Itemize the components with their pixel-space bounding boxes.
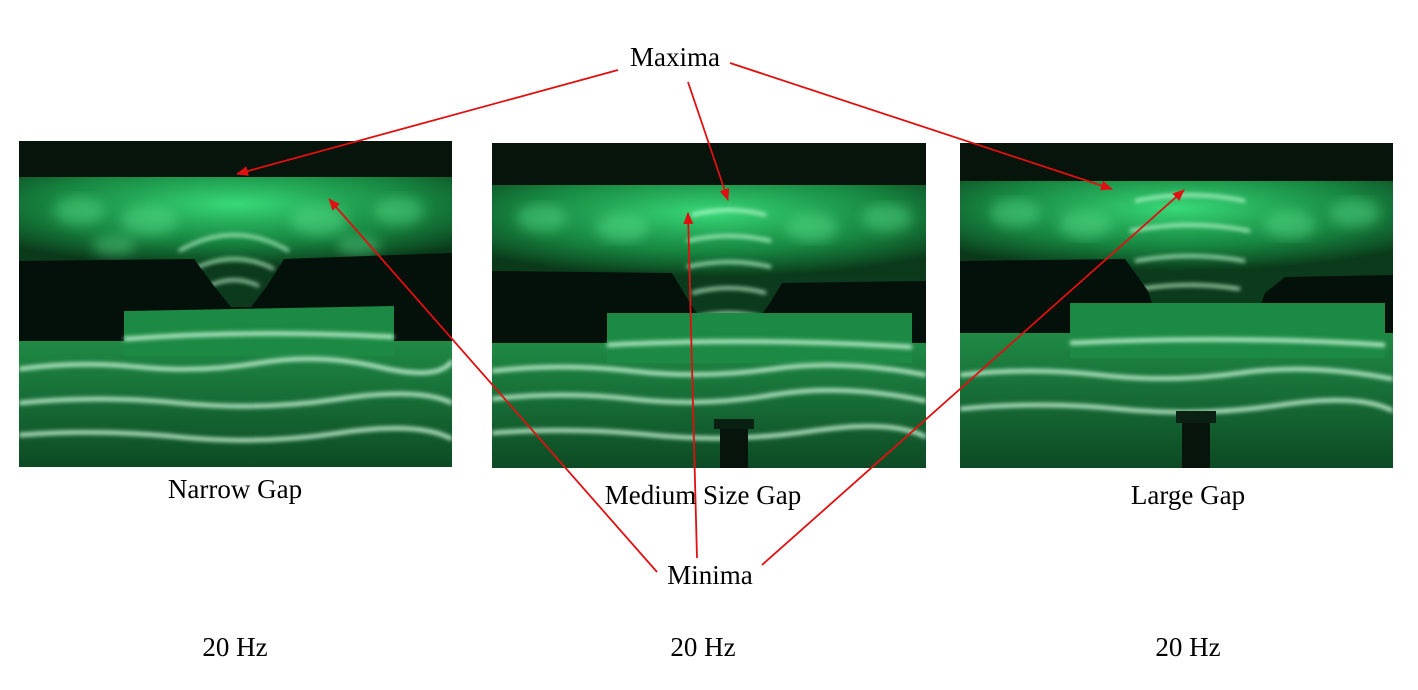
minima-label: Minima — [667, 560, 753, 590]
frequency-large-gap: 20 Hz — [1155, 632, 1221, 662]
frequency-medium-gap: 20 Hz — [670, 632, 736, 662]
photo-large-gap — [960, 143, 1393, 468]
frequency-narrow-gap: 20 Hz — [202, 632, 268, 662]
caption-medium-gap: Medium Size Gap — [604, 480, 802, 510]
maxima-label: Maxima — [630, 42, 720, 72]
caption-large-gap: Large Gap — [1130, 480, 1246, 510]
photo-medium-gap — [492, 143, 926, 468]
photo-narrow-gap — [19, 141, 452, 467]
caption-narrow-gap: Narrow Gap — [167, 474, 303, 504]
